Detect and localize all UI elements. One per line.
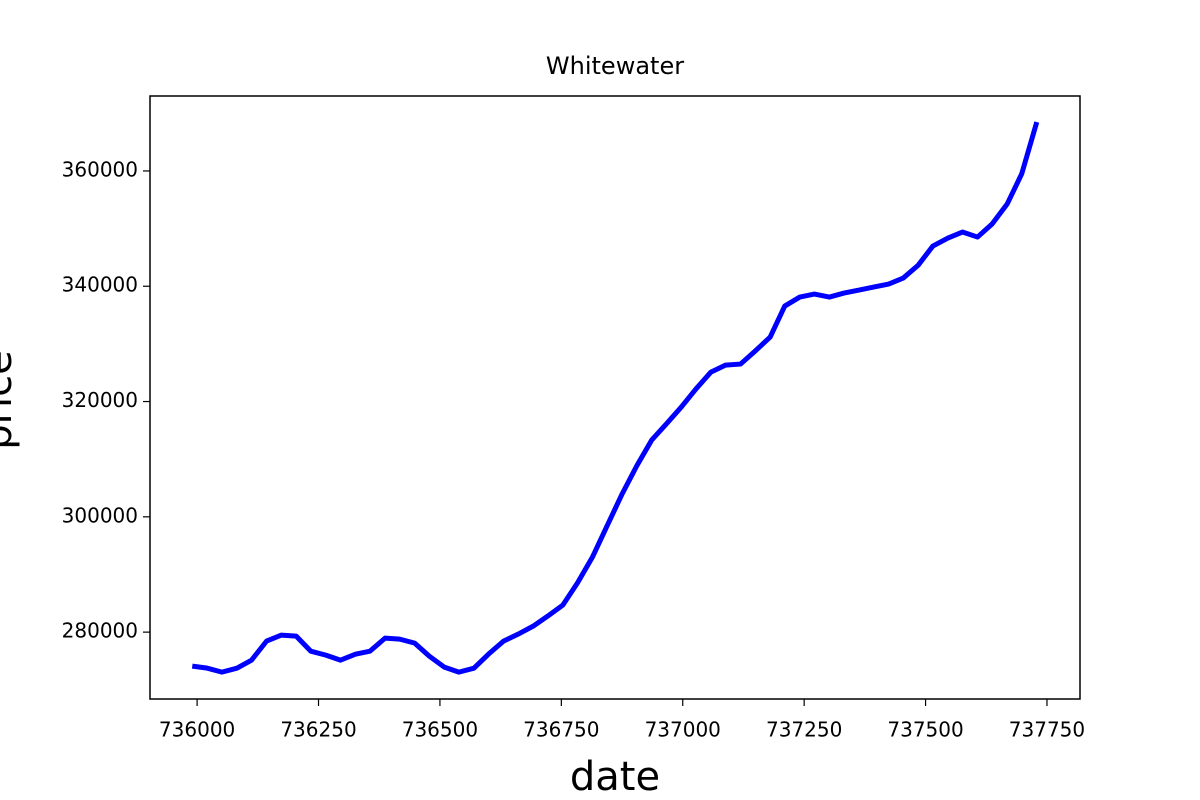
- chart-title: Whitewater: [546, 52, 684, 80]
- y-axis-label: price: [0, 350, 21, 450]
- y-tick-label: 340000: [62, 273, 138, 297]
- x-tick-label: 736750: [523, 718, 599, 742]
- y-tick-label: 280000: [62, 619, 138, 643]
- x-tick-label: 736500: [402, 718, 478, 742]
- y-tick-label: 360000: [62, 157, 138, 181]
- x-tick-label: 736000: [159, 718, 235, 742]
- line-series: [191, 121, 1040, 675]
- y-tick-label: 300000: [62, 503, 138, 527]
- x-tick-label: 737500: [887, 718, 963, 742]
- plot-frame: [149, 95, 1081, 700]
- y-tick-label: 320000: [62, 388, 138, 412]
- x-tick-label: 737750: [1009, 718, 1085, 742]
- x-tick-label: 737250: [766, 718, 842, 742]
- x-tick-label: 737000: [645, 718, 721, 742]
- x-axis-label: date: [570, 754, 660, 800]
- x-tick-label: 736250: [280, 718, 356, 742]
